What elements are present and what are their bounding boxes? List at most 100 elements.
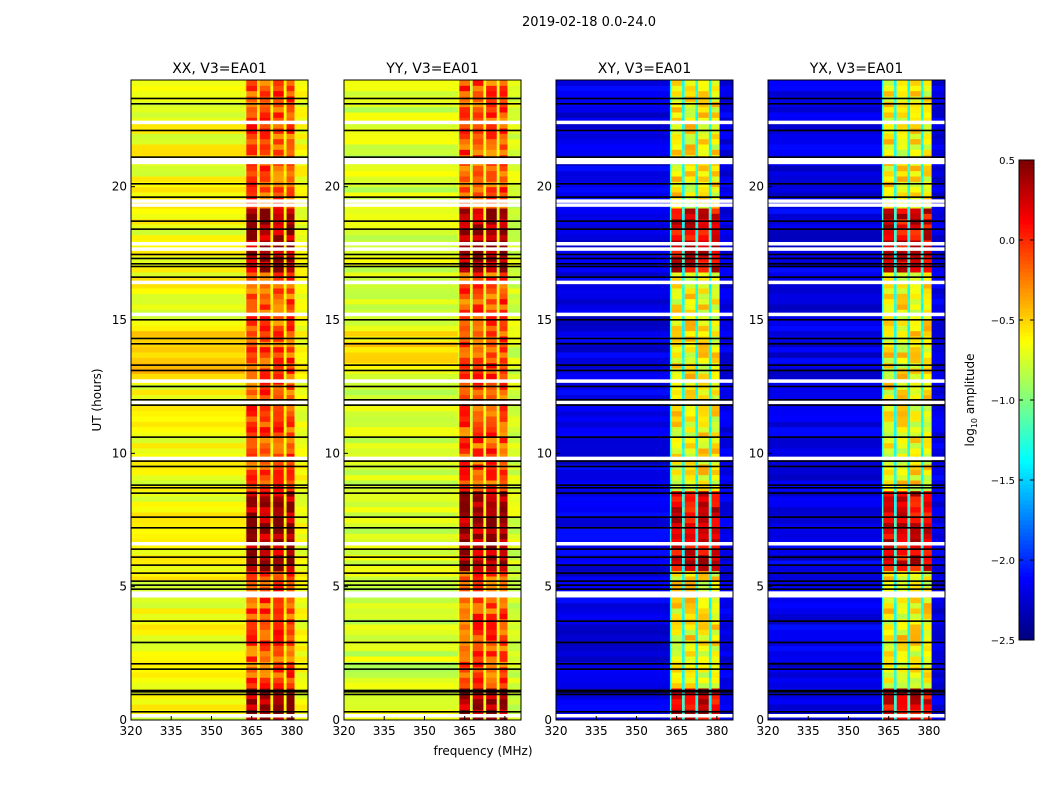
heatmap-cell [907,624,911,630]
heatmap-cell [719,133,733,140]
heatmap-cell [270,106,274,113]
heatmap-cell [896,677,908,684]
heatmap-cell [896,576,908,582]
heatmap-cell [669,266,672,273]
heatmap-cell [708,250,712,257]
heatmap-cell [883,330,895,337]
heatmap-cell [695,538,699,545]
heatmap-cell [286,714,295,721]
heatmap-cell [470,282,473,289]
heatmap-cell [257,320,260,326]
heatmap-cell [768,714,882,721]
heatmap-cell [244,85,247,92]
heatmap-cell [708,496,712,502]
heatmap-cell [499,522,508,529]
heatmap-cell [496,229,500,236]
heatmap-cell [881,560,884,566]
heatmap-cell [896,581,908,588]
heatmap-cell [457,149,460,156]
heatmap-cell [273,506,284,513]
heatmap-cell [283,469,287,476]
heatmap-cell [698,138,709,145]
heatmap-cell [896,330,908,337]
heatmap-cell [923,410,932,417]
heatmap-cell [896,560,908,566]
heatmap-cell [483,517,487,524]
black-row [131,663,308,665]
heatmap-cell [708,565,712,572]
heatmap-cell [719,560,733,566]
heatmap-cell [708,229,712,236]
black-row [344,263,521,265]
heatmap-cell [470,298,473,305]
heatmap-cell [698,106,709,113]
heatmap-cell [244,186,247,193]
heatmap-cell [923,138,932,145]
heatmap-cell [459,122,471,129]
heatmap-cell [470,176,473,182]
heatmap-cell [270,288,274,294]
heatmap-cell [695,325,699,332]
heatmap-cell [883,186,895,193]
heatmap-cell [931,330,945,337]
heatmap-cell [257,309,260,316]
heatmap-cell [246,394,258,401]
heatmap-cell [257,426,260,433]
heatmap-cell [719,453,733,460]
heatmap-cell [910,138,921,145]
heatmap-cell [259,309,271,316]
heatmap-cell [883,282,895,289]
heatmap-cell [246,453,258,460]
heatmap-cell [682,394,685,401]
heatmap-cell [719,650,733,657]
heatmap-cell [883,346,895,353]
heatmap-cell [695,80,699,86]
heatmap-cell [711,624,720,630]
heatmap-cell [486,320,497,326]
heatmap-cell [910,176,921,182]
heatmap-cell [556,357,670,364]
heatmap-cell [131,277,245,284]
heatmap-cell [499,656,508,662]
heatmap-cell [457,394,460,401]
heatmap-cell [695,480,699,486]
heatmap-cell [695,373,699,380]
heatmap-cell [470,656,473,662]
heatmap-cell [459,629,471,636]
heatmap-cell [259,112,271,118]
heatmap-cell [270,186,274,193]
heatmap-cell [669,608,672,614]
heatmap-cell [931,234,945,241]
heatmap-cell [768,426,882,433]
heatmap-cell [695,469,699,476]
heatmap-cell [486,250,497,257]
heatmap-cell [711,549,720,556]
heatmap-cell [459,672,471,678]
heatmap-cell [499,453,508,460]
heatmap-cell [244,560,247,566]
black-row [556,465,733,468]
heatmap-cell [907,480,911,486]
heatmap-cell [344,634,458,641]
heatmap-cell [931,469,945,476]
heatmap-cell [270,80,274,86]
heatmap-cell [896,165,908,172]
heatmap-cell [881,629,884,636]
heatmap-cell [286,149,295,156]
heatmap-cell [507,208,521,214]
heatmap-cell [273,517,284,524]
heatmap-cell [459,597,471,604]
heatmap-cell [719,266,733,273]
heatmap-cell [344,549,458,556]
heatmap-cell [483,106,487,113]
heatmap-cell [244,522,247,529]
heatmap-cell [496,469,500,476]
heatmap-cell [719,373,733,380]
heatmap-cell [556,325,670,332]
heatmap-cell [496,144,500,150]
heatmap-cell [486,144,497,150]
heatmap-cell [286,469,295,476]
heatmap-cell [507,629,521,636]
black-row [131,343,308,345]
heatmap-cell [698,176,709,182]
